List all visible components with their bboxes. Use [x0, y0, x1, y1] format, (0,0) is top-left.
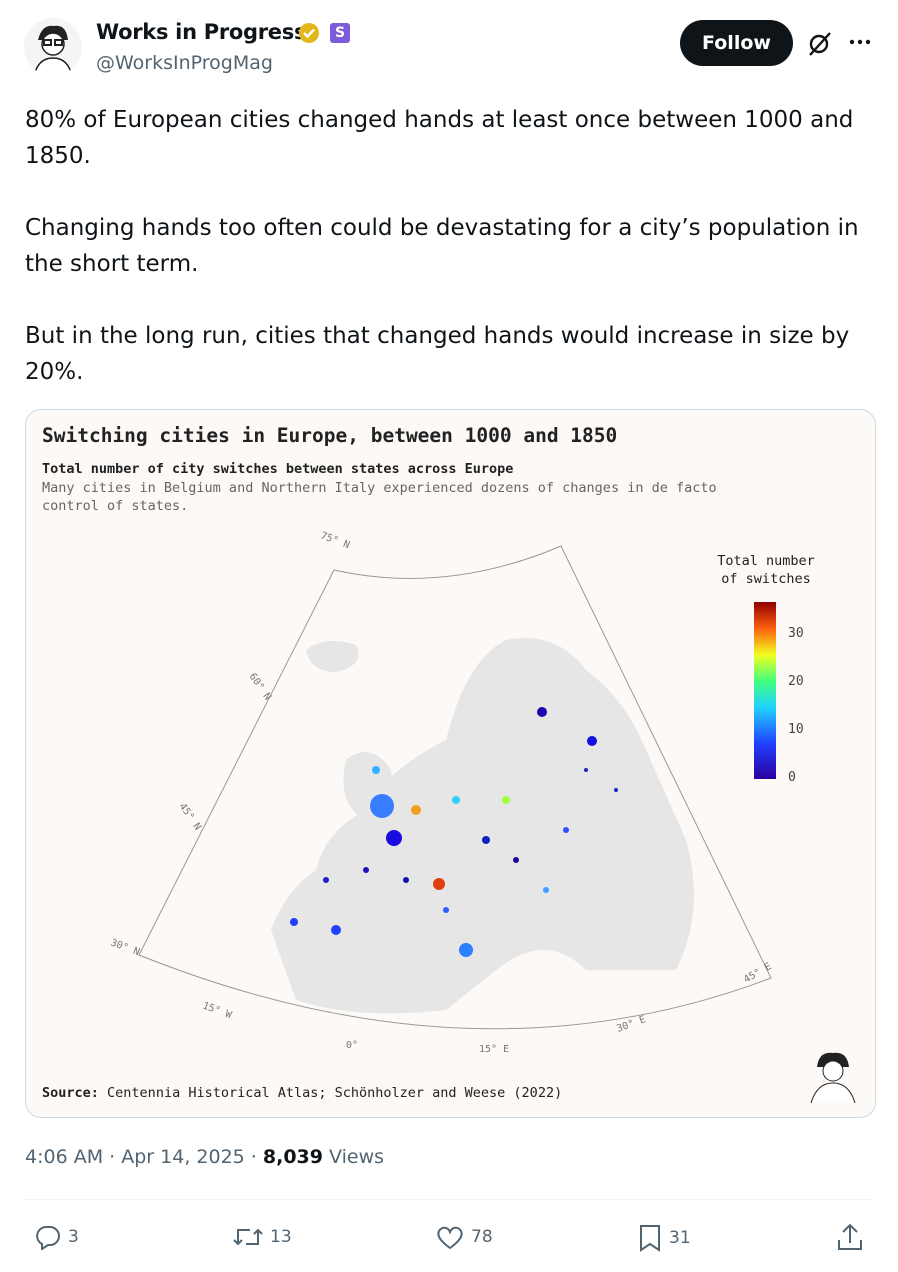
grok-icon[interactable]: [806, 30, 834, 58]
affiliate-badge: S: [330, 23, 350, 43]
follow-button[interactable]: Follow: [680, 20, 793, 66]
verified-badge: [299, 23, 319, 43]
legend-tick: 0: [788, 770, 796, 785]
paragraph: 80% of European cities changed hands at …: [25, 107, 854, 169]
like-count: 78: [471, 1227, 493, 1247]
author-name[interactable]: Works in Progress: [96, 20, 307, 44]
repost-count: 13: [270, 1227, 292, 1247]
reply-count: 3: [68, 1227, 79, 1247]
time[interactable]: 4:06 AM: [25, 1146, 104, 1168]
graticule-label: 60° N: [247, 671, 273, 702]
legend-tick: 10: [788, 722, 804, 737]
graticule-label: 0°: [346, 1040, 358, 1051]
post-text: 80% of European cities changed hands at …: [25, 102, 875, 426]
views-count: 8,039: [262, 1146, 323, 1168]
bookmark-icon: [640, 1225, 660, 1252]
share-icon[interactable]: [836, 1222, 864, 1252]
like-icon: [437, 1226, 463, 1250]
source: Source: Centennia Historical Atlas; Schö…: [42, 1085, 562, 1101]
figure-subtitle: Total number of city switches between st…: [42, 461, 514, 477]
repost-icon: [233, 1228, 263, 1246]
avatar-drawing: [33, 25, 73, 76]
reply-icon: [36, 1226, 60, 1250]
legend-tick: 20: [788, 674, 804, 689]
city-dots: [290, 707, 618, 957]
legend-title: Total number of switches: [717, 553, 815, 587]
figure-description: Many cities in Belgium and Northern Ital…: [42, 480, 717, 514]
legend-tick: 30: [788, 626, 804, 641]
logo: [810, 1052, 856, 1104]
post-meta: 4:06 AM · Apr 14, 2025 · 8,039 Views: [25, 1146, 385, 1168]
graticule-label: 75° N: [319, 530, 351, 551]
date[interactable]: Apr 14, 2025: [121, 1146, 245, 1168]
separator: [25, 1199, 874, 1200]
bookmark-count: 31: [669, 1228, 691, 1248]
repost-button[interactable]: 13: [232, 1224, 292, 1250]
graticule-label: 15° W: [201, 1000, 234, 1021]
reply-button[interactable]: 3: [34, 1224, 79, 1250]
map: 75° N 60° N 45° N 30° N 15° W 0° 15° E 3…: [109, 530, 856, 1104]
bookmark-button[interactable]: 31: [637, 1224, 691, 1252]
graticule-label: 45° N: [177, 801, 203, 832]
color-bar: [754, 602, 776, 779]
media-card[interactable]: Switching cities in Europe, between 1000…: [25, 409, 876, 1118]
source-text: Centennia Historical Atlas; Schönholzer …: [107, 1085, 563, 1101]
author-handle[interactable]: @WorksInProgMag: [96, 52, 273, 74]
avatar[interactable]: [24, 18, 82, 76]
land: [271, 638, 694, 1014]
figure-title: Switching cities in Europe, between 1000…: [42, 424, 618, 447]
paragraph: But in the long run, cities that changed…: [25, 323, 850, 385]
source-label: Source:: [42, 1085, 99, 1101]
views-label: Views: [329, 1146, 385, 1168]
land: [306, 641, 359, 672]
graticule-label: 30° N: [109, 937, 141, 958]
graticule-label: 15° E: [479, 1044, 509, 1055]
more-icon[interactable]: [848, 36, 874, 48]
paragraph: Changing hands too often could be devast…: [25, 215, 859, 277]
like-button[interactable]: 78: [435, 1224, 493, 1250]
